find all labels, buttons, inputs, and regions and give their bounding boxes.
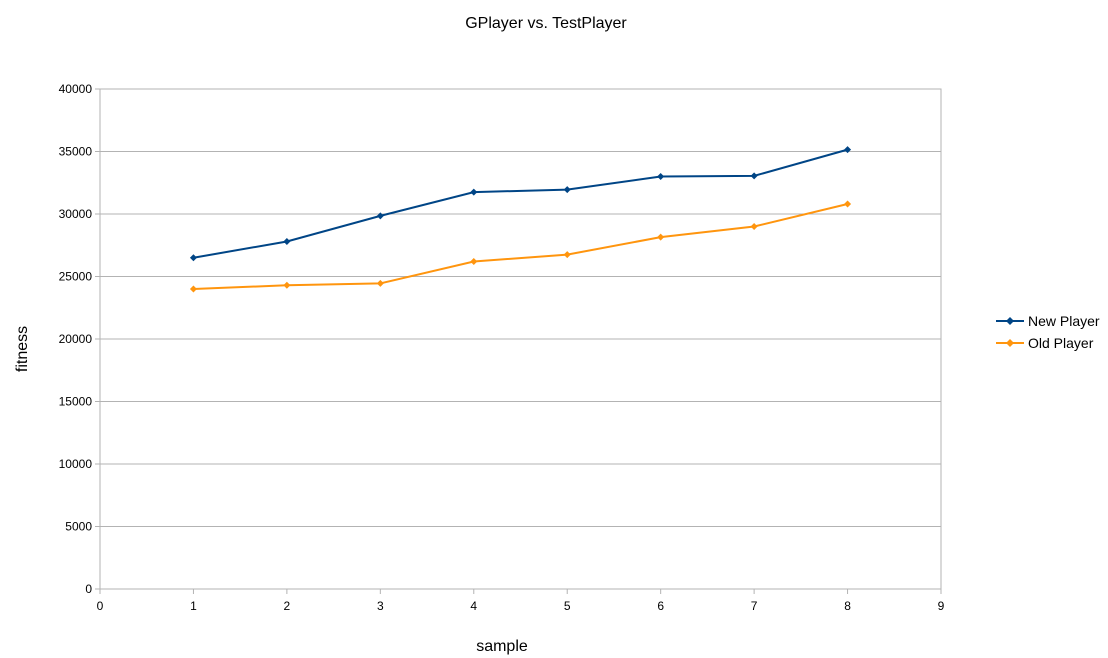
y-tick-label: 10000 xyxy=(59,457,93,471)
axes: 0 5000 10000 15000 20000 25000 30000 35000 40000… xyxy=(59,82,945,613)
y-axis-title: fitness xyxy=(14,326,31,372)
y-tick-label: 20000 xyxy=(59,332,93,346)
old-player-point xyxy=(844,200,852,208)
new-player-point xyxy=(657,173,665,180)
new-player-point xyxy=(470,188,478,196)
old-player-point xyxy=(657,233,665,241)
y-tick-label: 30000 xyxy=(59,207,93,221)
legend-marker-old-player xyxy=(1006,339,1014,347)
x-tick-label: 5 xyxy=(564,599,571,613)
grid-lines xyxy=(100,151,941,527)
old-player-point xyxy=(470,258,478,265)
old-player-point xyxy=(189,285,197,293)
new-player-point xyxy=(283,238,291,245)
old-player-point xyxy=(750,223,758,230)
chart-title: GPlayer vs. TestPlayer xyxy=(465,15,627,32)
legend-marker-new-player xyxy=(1006,317,1014,325)
x-tick-label: 7 xyxy=(751,599,758,613)
new-player-point xyxy=(376,212,384,220)
old-player-line xyxy=(193,203,848,290)
new-player-point xyxy=(563,186,571,194)
x-tick-label: 8 xyxy=(844,599,851,613)
new-player-point xyxy=(750,172,758,180)
new-player-point xyxy=(189,254,197,262)
old-player-point xyxy=(283,281,291,289)
x-tick-label: 9 xyxy=(938,599,945,613)
x-axis-title: sample xyxy=(476,638,528,655)
x-tick-label: 2 xyxy=(284,599,291,613)
y-tick-label: 5000 xyxy=(65,520,92,534)
y-tick-label: 40000 xyxy=(59,82,93,96)
x-tick-label: 3 xyxy=(377,599,384,613)
legend-label-old-player: Old Player xyxy=(1028,335,1094,351)
x-tick-label: 4 xyxy=(470,599,477,613)
old-player-point xyxy=(563,251,571,259)
data-series xyxy=(189,146,852,293)
x-tick-label: 6 xyxy=(657,599,664,613)
y-tick-label: 25000 xyxy=(59,270,93,284)
x-tick-label: 1 xyxy=(190,599,197,613)
x-tick-label: 0 xyxy=(97,599,104,613)
y-tick-label: 0 xyxy=(85,582,92,596)
y-tick-label: 35000 xyxy=(59,145,93,159)
old-player-point xyxy=(376,279,384,287)
new-player-point xyxy=(844,146,852,154)
legend: New Player Old Player xyxy=(996,313,1100,351)
y-tick-label: 15000 xyxy=(59,395,93,409)
legend-label-new-player: New Player xyxy=(1028,313,1100,329)
new-player-line xyxy=(193,148,848,259)
